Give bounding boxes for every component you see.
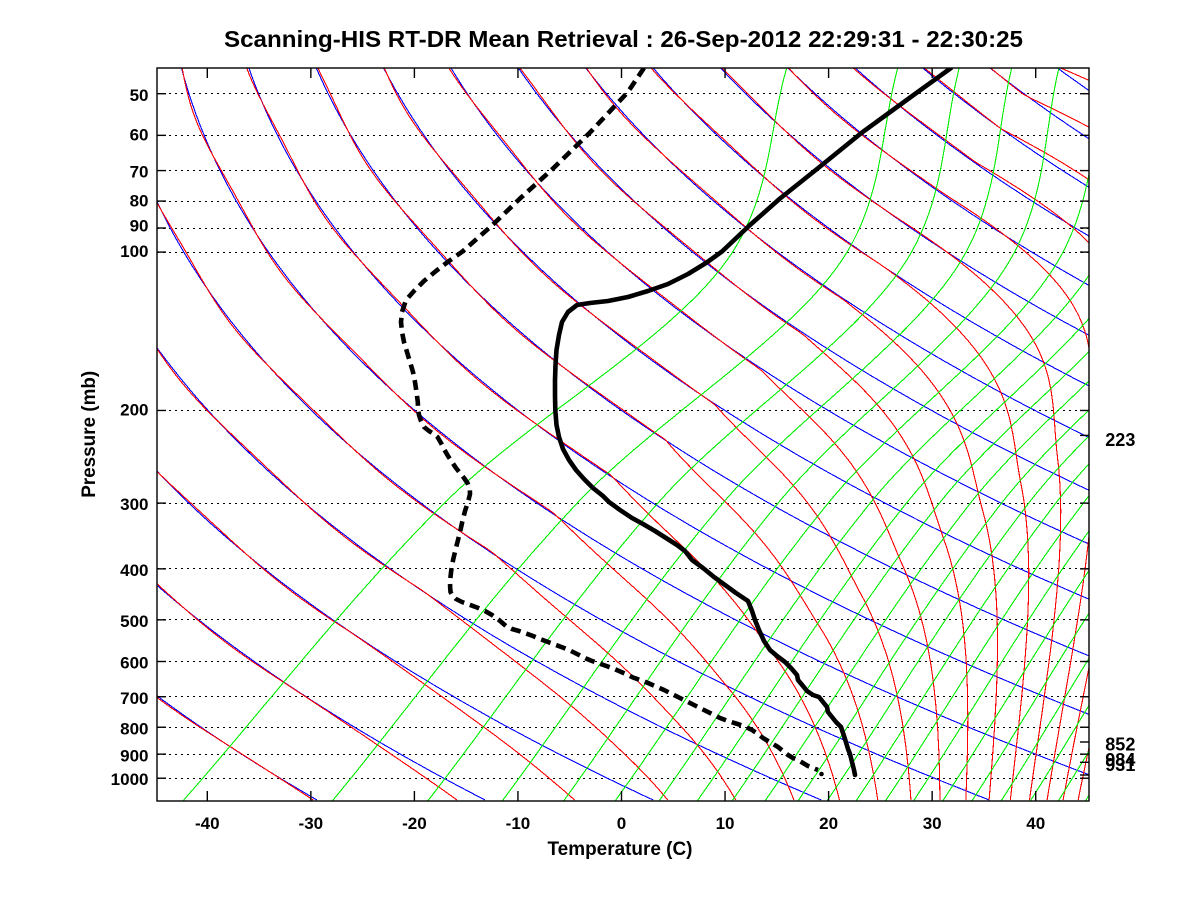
svg-text:852: 852 [1105,735,1135,755]
svg-text:1000: 1000 [111,770,149,789]
svg-text:10: 10 [716,814,735,833]
svg-text:400: 400 [120,561,148,580]
svg-text:200: 200 [120,400,148,419]
svg-text:Scanning-HIS RT-DR Mean Retrie: Scanning-HIS RT-DR Mean Retrieval : 26-S… [224,26,1023,52]
svg-text:0: 0 [617,814,626,833]
svg-text:60: 60 [130,126,149,145]
svg-text:100: 100 [120,242,148,261]
svg-text:50: 50 [130,86,149,105]
svg-text:500: 500 [120,612,148,631]
svg-text:80: 80 [130,192,149,211]
svg-text:40: 40 [1026,814,1045,833]
svg-text:931: 931 [1105,755,1135,775]
svg-text:-40: -40 [195,814,220,833]
svg-text:Pressure (mb): Pressure (mb) [79,371,100,498]
svg-text:20: 20 [819,814,838,833]
svg-text:800: 800 [120,720,148,739]
svg-text:300: 300 [120,495,148,514]
svg-text:-20: -20 [402,814,427,833]
svg-text:Temperature (C): Temperature (C) [548,839,693,860]
svg-text:90: 90 [130,217,149,236]
svg-text:-30: -30 [299,814,324,833]
svg-text:984: 984 [1105,750,1135,770]
svg-text:223: 223 [1105,430,1135,450]
svg-text:700: 700 [120,689,148,708]
svg-text:30: 30 [923,814,942,833]
svg-text:600: 600 [120,653,148,672]
svg-text:70: 70 [130,163,149,182]
svg-text:900: 900 [120,746,148,765]
svg-text:-10: -10 [506,814,531,833]
